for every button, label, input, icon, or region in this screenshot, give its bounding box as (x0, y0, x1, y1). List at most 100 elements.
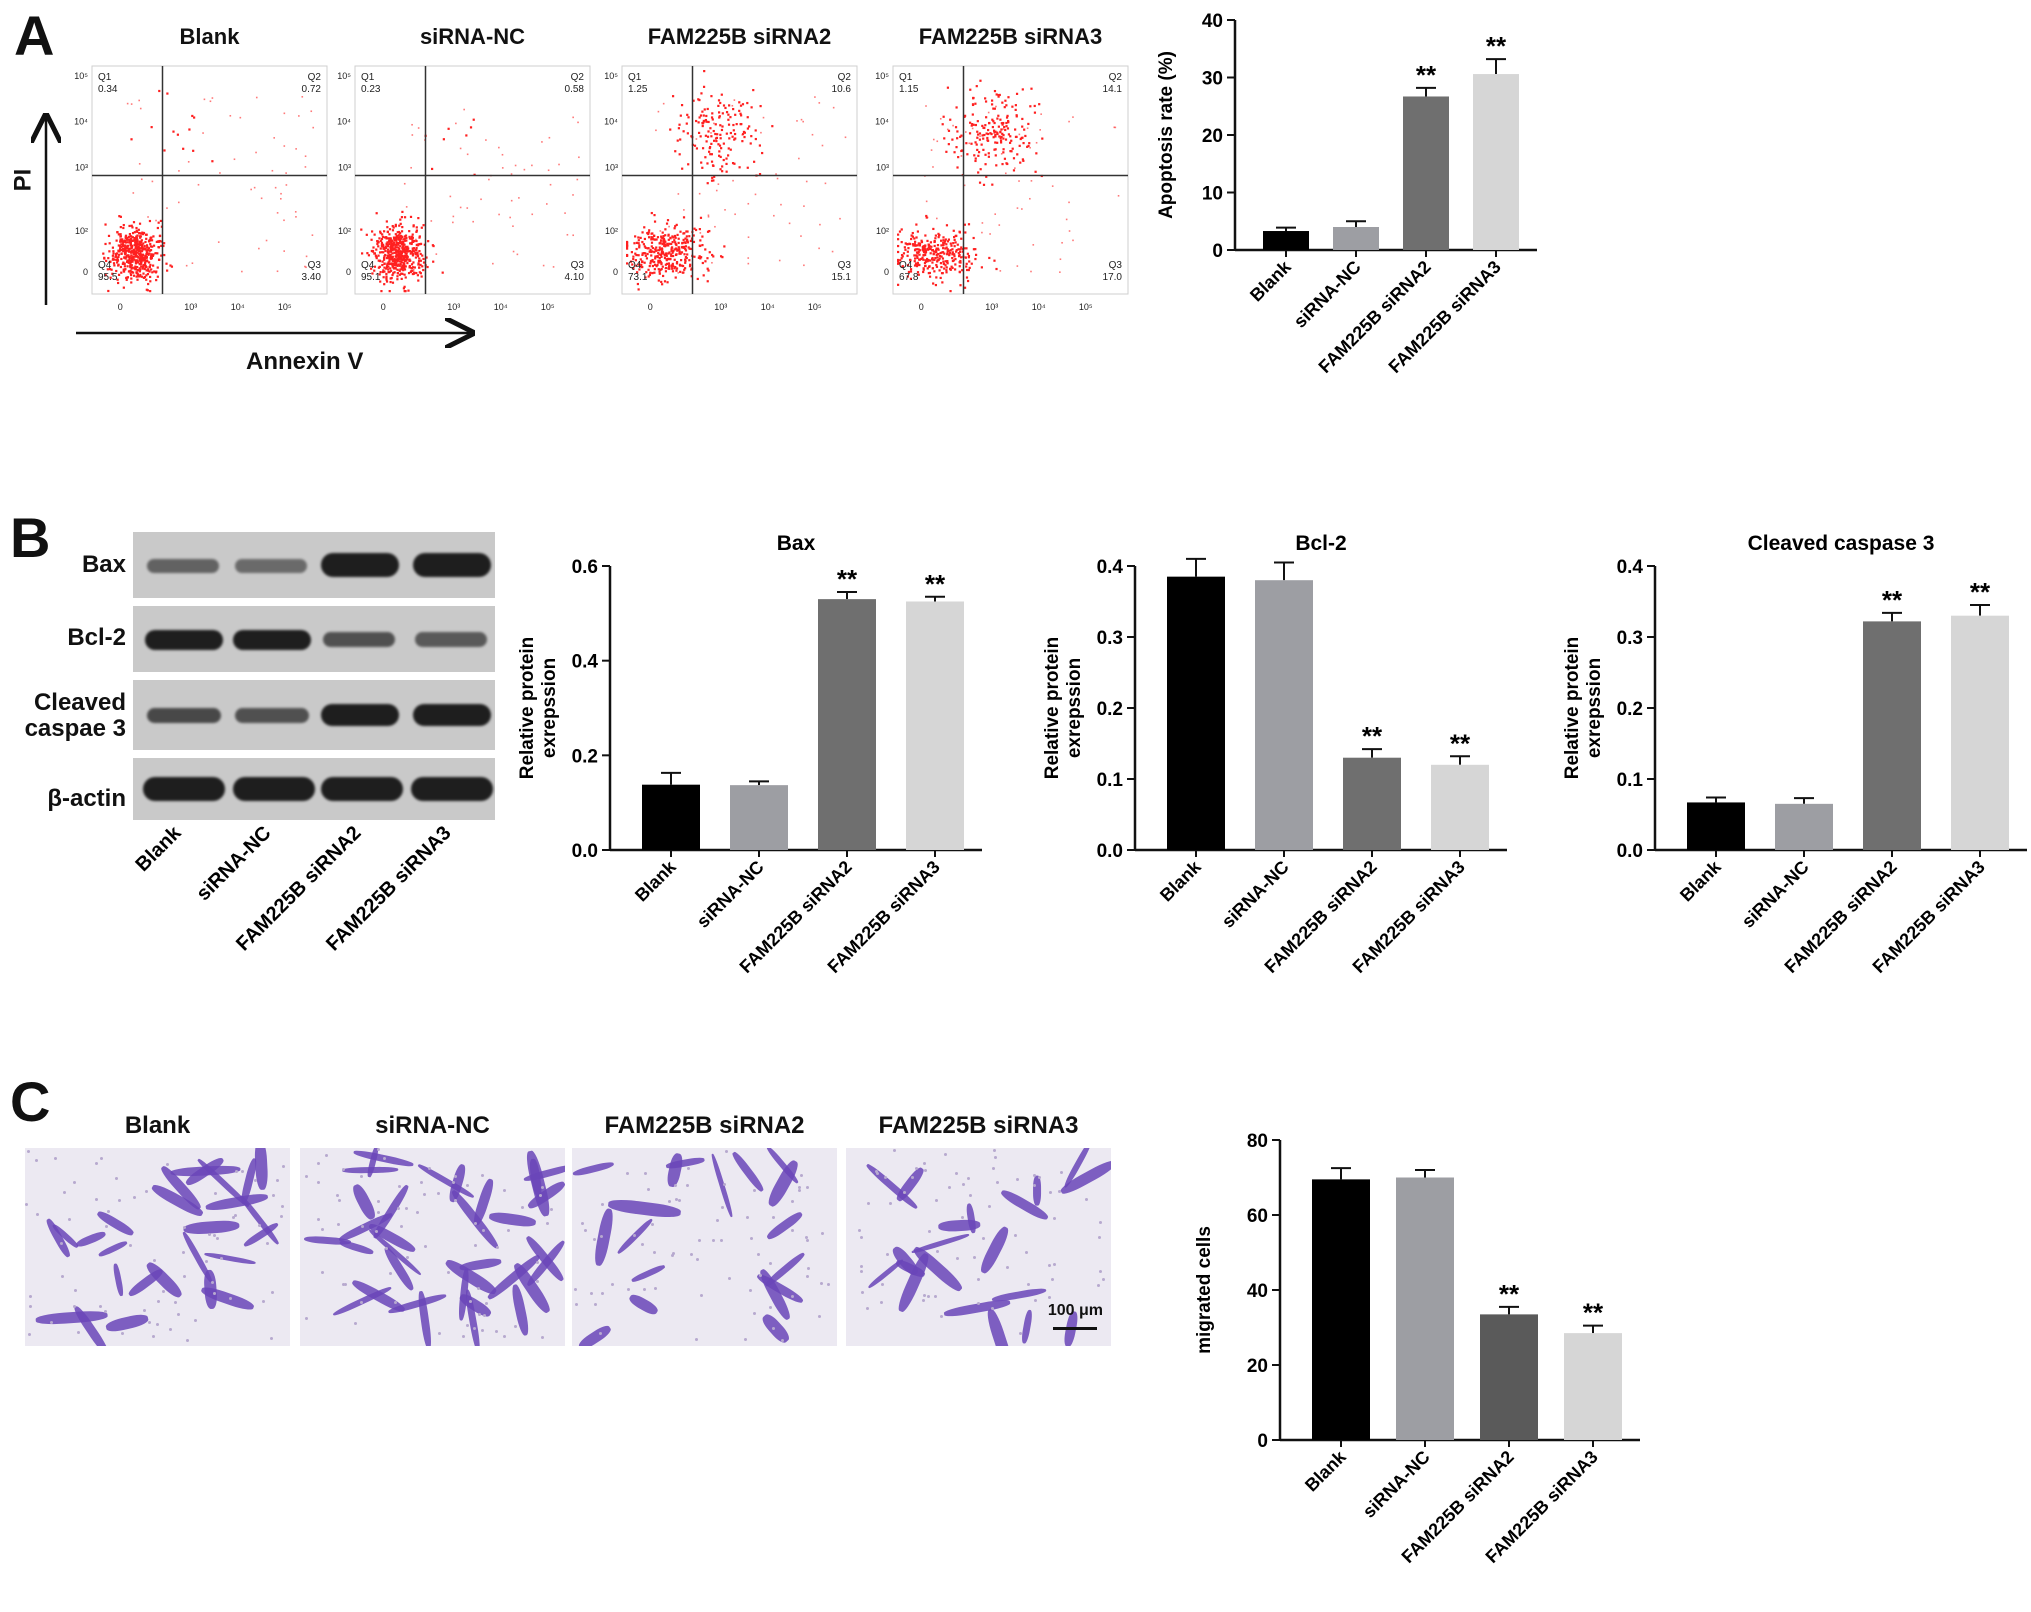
flow-dot (416, 274, 420, 277)
flow-dot (673, 248, 676, 251)
membrane-pore (103, 1309, 107, 1313)
flow-dot (398, 273, 402, 276)
flow-dot (143, 275, 147, 279)
bar (1863, 621, 1921, 850)
flow-dot (419, 259, 422, 262)
flow-dot (839, 217, 841, 220)
flow-dot (657, 259, 660, 262)
blot-lane-label: siRNA-NC (192, 822, 275, 905)
flow-dot (666, 281, 669, 284)
bar (906, 601, 964, 850)
blot-lane-labels: Blank siRNA-NC FAM225B siRNA2 FAM225B si… (131, 821, 455, 955)
flow-dot (408, 237, 412, 240)
flow-dot (699, 135, 702, 138)
flow-dot (672, 250, 675, 253)
flow-dot (937, 236, 940, 239)
y-tick-label: 10³ (876, 162, 889, 172)
flow-dot (668, 257, 671, 261)
flow-dot (400, 260, 403, 264)
flow-dot (147, 248, 150, 251)
membrane-pore (282, 1165, 286, 1169)
membrane-pore (231, 1216, 235, 1220)
flow-dot (304, 155, 307, 158)
flow-dot (654, 248, 657, 251)
flow-dot (191, 262, 194, 265)
flow-dot (957, 248, 960, 251)
membrane-pore (574, 1303, 578, 1307)
flow-dot (397, 246, 400, 249)
flow-dot (127, 248, 130, 251)
x-tick-label: 0 (381, 302, 386, 312)
flow-dot (711, 261, 713, 264)
flow-dot (965, 142, 968, 145)
flow-dot (1004, 138, 1008, 141)
flow-dot (722, 158, 725, 162)
migrated-cell (417, 1162, 476, 1199)
flow-dot (146, 272, 150, 276)
flow-dot (946, 249, 949, 252)
flow-dot (382, 246, 385, 249)
flow-dot (947, 129, 951, 132)
flow-dot (417, 217, 420, 220)
membrane-pore (336, 1194, 340, 1198)
flow-dot (655, 246, 658, 249)
flow-dot (391, 249, 394, 252)
flow-dot (924, 234, 927, 237)
bar (1480, 1314, 1538, 1440)
flow-dot (378, 251, 382, 254)
flow-dot (913, 249, 917, 252)
band (143, 777, 225, 801)
flow-dot (716, 133, 719, 136)
membrane-pore (1027, 1283, 1031, 1287)
flow-dot (156, 266, 159, 269)
flow-dot (934, 237, 937, 240)
flow-dot (158, 239, 161, 243)
flow-dot (396, 278, 399, 281)
flow-dot (935, 251, 938, 254)
flow-dot (542, 264, 545, 267)
flow-dot (150, 268, 153, 271)
flow-dot (708, 229, 711, 233)
flow-dot (688, 235, 691, 238)
flow-dot (388, 260, 391, 263)
membrane-pore (643, 1171, 647, 1175)
flow-dot (710, 132, 712, 134)
flow-dot (130, 264, 133, 267)
flow-dot (172, 130, 175, 133)
flow-dot (906, 275, 909, 278)
flow-dot (697, 121, 700, 124)
flow-dot (713, 175, 716, 178)
membrane-pore (752, 1311, 756, 1315)
flow-dot (688, 259, 691, 262)
x-tick-label: Blank (1301, 1446, 1351, 1496)
flow-dot (127, 250, 131, 253)
flow-dot (385, 280, 389, 283)
flow-dot (944, 247, 947, 250)
flow-dot (389, 258, 392, 261)
flow-dot (897, 238, 900, 241)
flow-dot (398, 232, 401, 235)
flow-dot (1015, 135, 1018, 138)
flow-dot (991, 183, 994, 186)
flow-dot (917, 273, 920, 276)
flow-dot (403, 260, 406, 263)
flow-dot (990, 132, 993, 136)
image-title-blank: Blank (124, 1112, 191, 1139)
flow-dot (123, 256, 126, 259)
membrane-pore (1018, 1332, 1022, 1336)
flow-dot (634, 252, 637, 255)
flow-dot (389, 249, 392, 252)
flow-dot (122, 261, 125, 264)
flow-dot (576, 178, 579, 181)
flow-dot (941, 281, 944, 284)
flow-dot (684, 259, 687, 263)
flow-dot (656, 255, 659, 259)
flow-dot (103, 257, 106, 260)
flow-dot (150, 254, 153, 257)
flow-dot (661, 283, 664, 286)
membrane-pore (272, 1193, 276, 1197)
flow-dot (960, 134, 963, 137)
flow-dot (729, 116, 732, 119)
flow-dot (671, 262, 674, 265)
flow-dot (711, 118, 714, 121)
